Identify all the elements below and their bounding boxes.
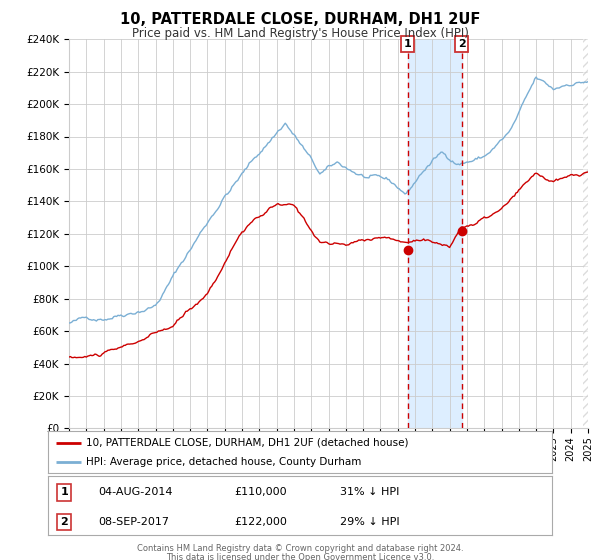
Text: 2: 2 <box>458 39 466 49</box>
Text: 1: 1 <box>404 39 412 49</box>
Text: 10, PATTERDALE CLOSE, DURHAM, DH1 2UF: 10, PATTERDALE CLOSE, DURHAM, DH1 2UF <box>120 12 480 27</box>
Bar <box>583 39 588 428</box>
Text: This data is licensed under the Open Government Licence v3.0.: This data is licensed under the Open Gov… <box>166 553 434 560</box>
Text: 1: 1 <box>61 487 68 497</box>
Text: 10, PATTERDALE CLOSE, DURHAM, DH1 2UF (detached house): 10, PATTERDALE CLOSE, DURHAM, DH1 2UF (d… <box>86 437 409 447</box>
Text: 31% ↓ HPI: 31% ↓ HPI <box>340 487 400 497</box>
Text: 04-AUG-2014: 04-AUG-2014 <box>98 487 173 497</box>
Text: £110,000: £110,000 <box>235 487 287 497</box>
Text: Price paid vs. HM Land Registry's House Price Index (HPI): Price paid vs. HM Land Registry's House … <box>131 27 469 40</box>
Text: HPI: Average price, detached house, County Durham: HPI: Average price, detached house, Coun… <box>86 457 361 467</box>
Text: 08-SEP-2017: 08-SEP-2017 <box>98 517 169 527</box>
Text: 2: 2 <box>61 517 68 527</box>
Text: 29% ↓ HPI: 29% ↓ HPI <box>340 517 400 527</box>
Bar <box>408 39 461 428</box>
Text: £122,000: £122,000 <box>235 517 287 527</box>
Text: Contains HM Land Registry data © Crown copyright and database right 2024.: Contains HM Land Registry data © Crown c… <box>137 544 463 553</box>
